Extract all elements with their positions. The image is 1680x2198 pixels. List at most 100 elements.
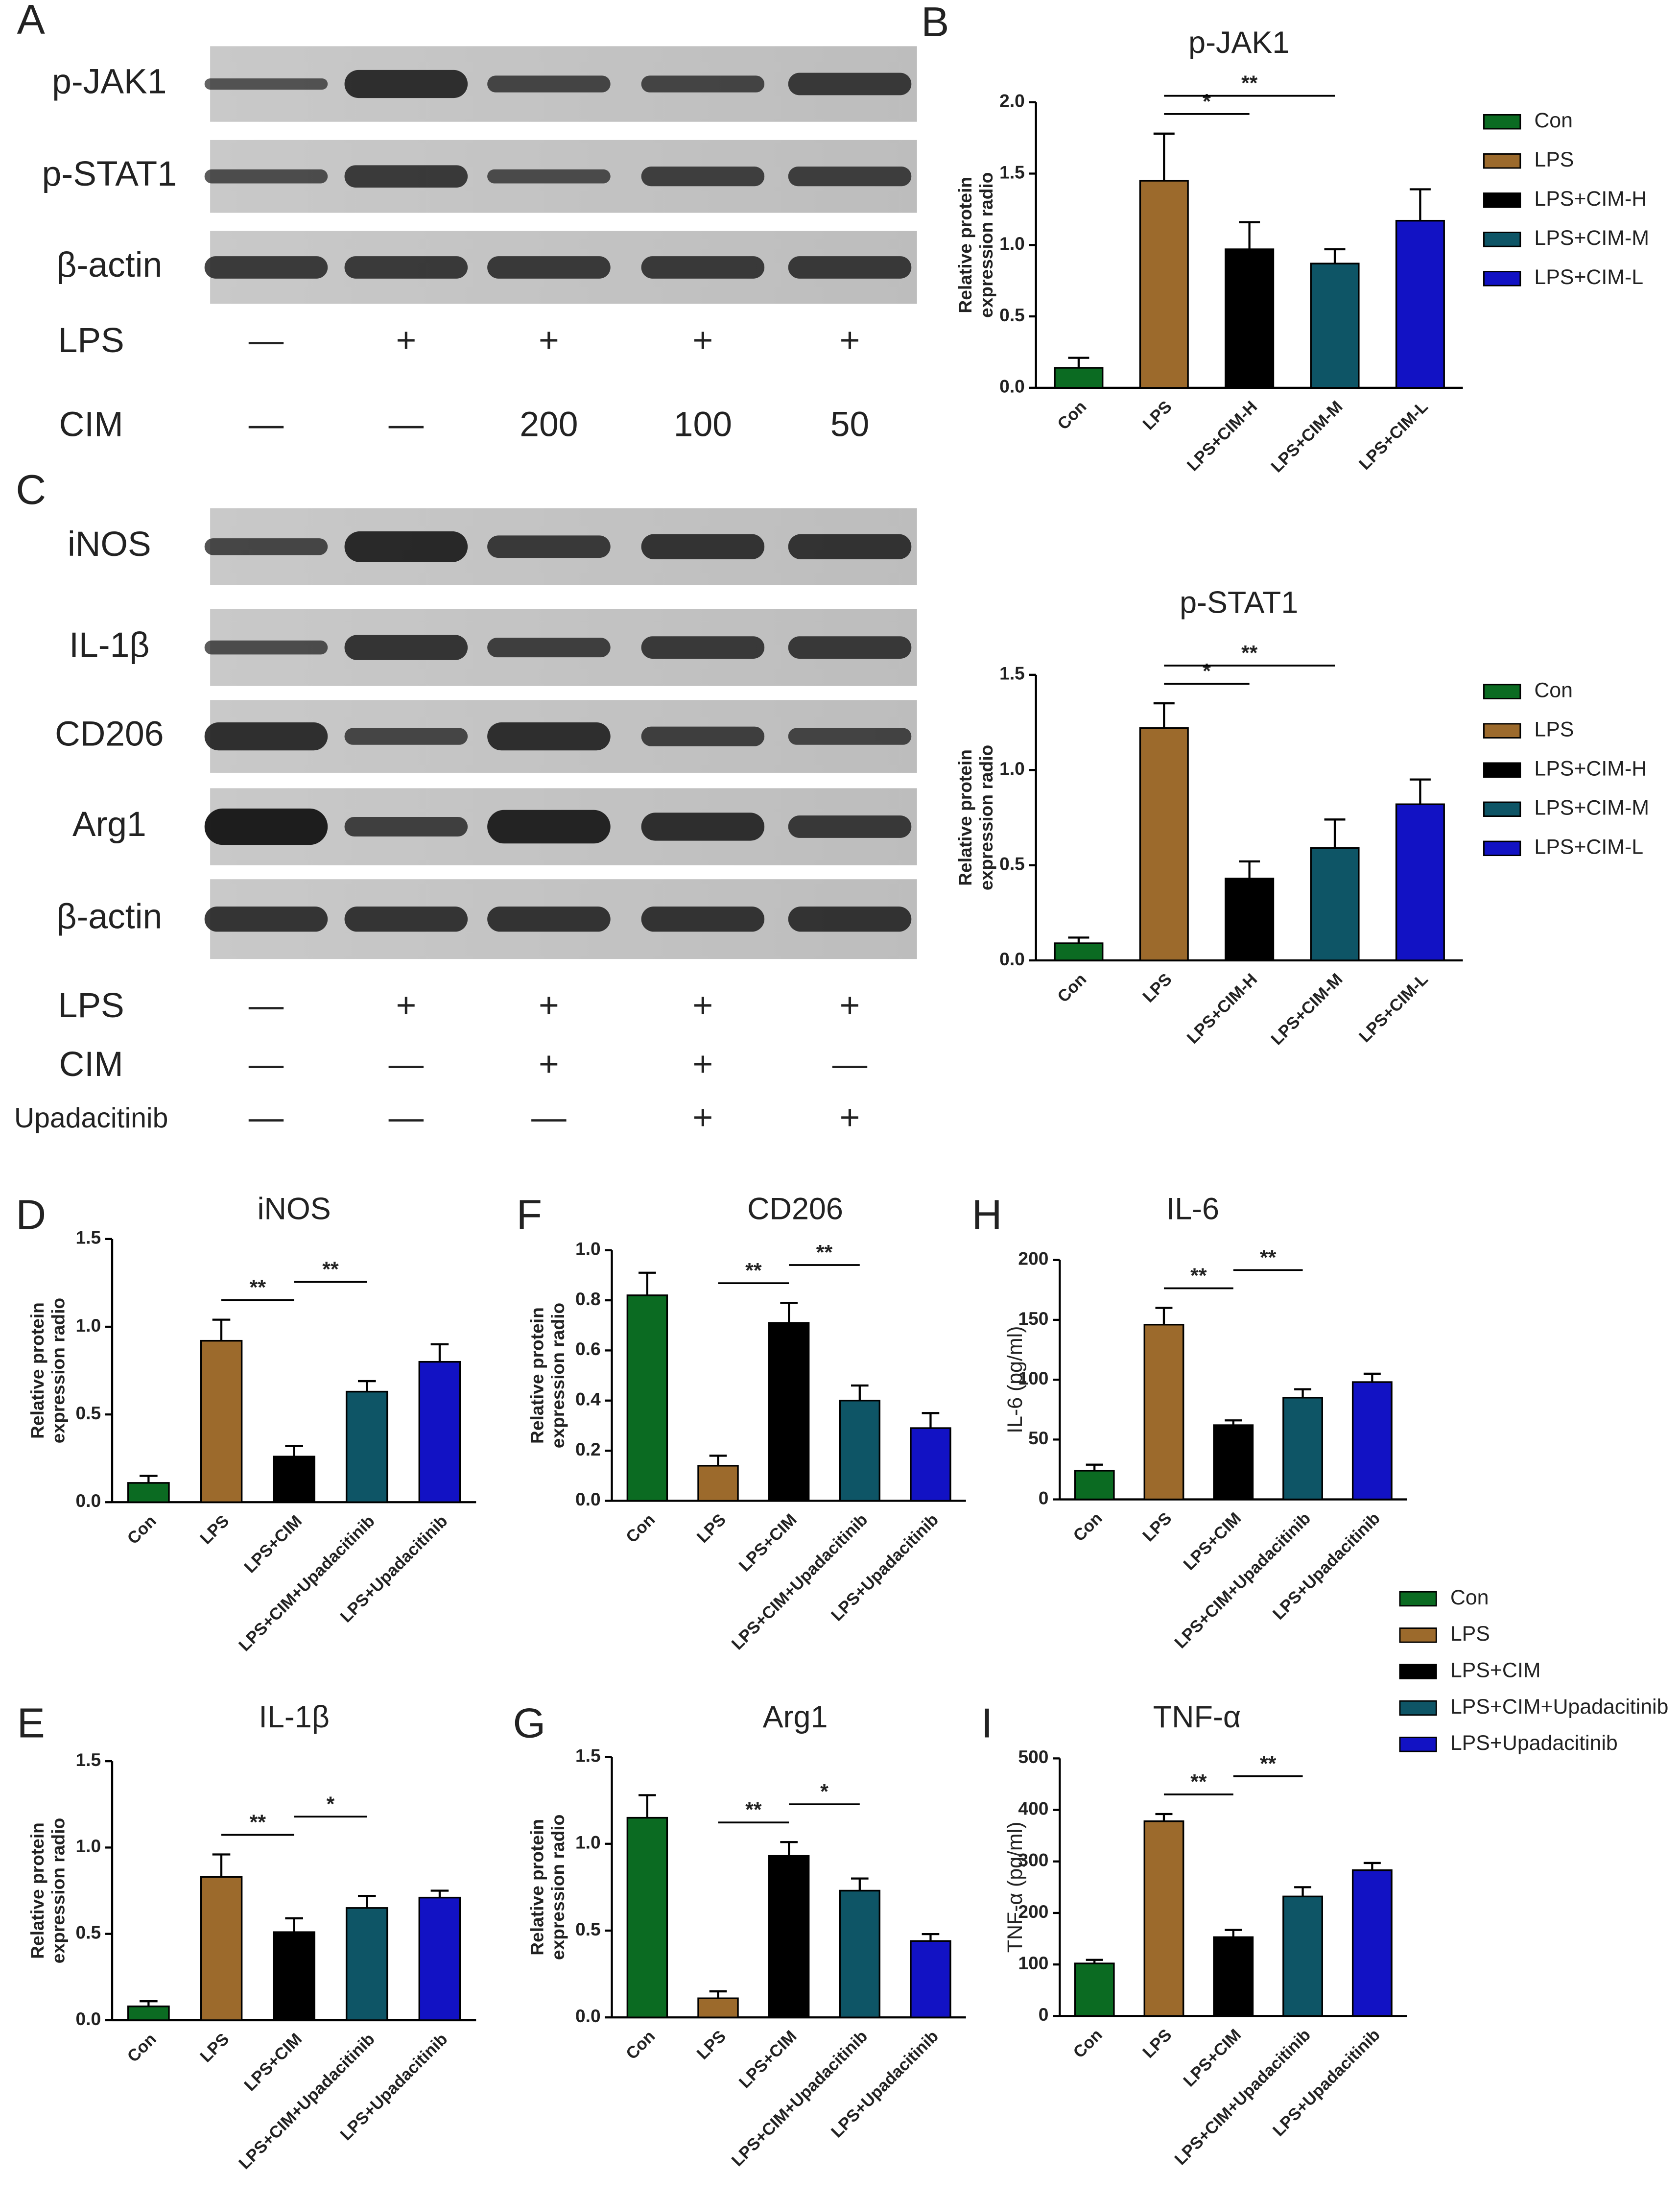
bar [345, 1907, 388, 2021]
y-tick-label: 200 [1018, 1901, 1048, 1922]
condition-value: + [396, 986, 416, 1025]
legend-swatch [1483, 271, 1521, 287]
y-tick-label: 1.0 [575, 1239, 601, 1259]
condition-value: — [389, 1045, 424, 1084]
significance-label: * [820, 1780, 828, 1804]
bar [1143, 1820, 1184, 2017]
chart-title: p-JAK1 [1188, 25, 1289, 60]
condition-value: — [249, 986, 284, 1025]
y-axis-label: Relative protein [27, 1822, 47, 1959]
y-tick-label: 1.5 [76, 1227, 101, 1248]
significance-label: * [1203, 660, 1211, 683]
y-axis-label: IL-6 (pg/ml) [1003, 1326, 1027, 1433]
bar [1282, 1895, 1323, 2017]
y-tick-label: 0.5 [999, 853, 1025, 874]
condition-value: + [539, 1045, 559, 1084]
y-tick-label: 1.5 [76, 1749, 101, 1770]
condition-value: + [840, 986, 860, 1025]
blot-row-label: β-actin [56, 245, 162, 285]
panel-letter: G [513, 1699, 546, 1746]
y-tick-label: 1.0 [76, 1836, 101, 1856]
bar [1213, 1936, 1254, 2017]
y-axis-label: expression radio [48, 1298, 69, 1443]
y-tick-label: 400 [1018, 1798, 1048, 1818]
x-tick-label: LPS+CIM+Upadacitinib [235, 1512, 378, 1655]
condition-value: 50 [830, 405, 869, 444]
legend-label: Con [1534, 678, 1573, 702]
legend-label: LPS [1534, 718, 1574, 741]
condition-value: + [396, 321, 416, 360]
y-tick-label: 0.5 [76, 1922, 101, 1942]
x-tick-label: LPS+CIM [735, 1510, 801, 1576]
significance-label: * [1203, 90, 1211, 113]
legend-label: LPS+CIM+Upadacitinib [1450, 1695, 1669, 1719]
chart-title: IL-1β [259, 1700, 330, 1734]
x-tick-label: Con [1054, 970, 1090, 1006]
legend-swatch [1483, 232, 1521, 247]
blot-band [344, 256, 468, 279]
blot-band [344, 906, 468, 932]
legend-swatch [1483, 801, 1521, 817]
x-tick-label: Con [124, 1512, 160, 1548]
blot-band [204, 722, 328, 751]
x-tick-label: Con [1070, 1509, 1106, 1545]
condition-label: LPS [58, 321, 124, 360]
x-tick-label: LPS+CIM+Upadacitinib [235, 2030, 378, 2173]
blot-band [344, 816, 468, 837]
bar [1310, 263, 1360, 389]
blot-band [788, 815, 912, 838]
significance-label: ** [1190, 1264, 1207, 1288]
chart-title: Arg1 [763, 1700, 828, 1734]
blot-row-label: β-actin [56, 897, 162, 936]
x-tick-label: LPS+CIM-M [1268, 397, 1347, 476]
legend-label: Con [1450, 1586, 1489, 1609]
condition-value: + [840, 321, 860, 360]
legend-label: Con [1534, 109, 1573, 132]
y-axis-label: expression radio [547, 1303, 568, 1448]
legend-swatch [1399, 1700, 1437, 1716]
blot-band [788, 167, 912, 187]
chart-title: IL-6 [1166, 1192, 1219, 1226]
y-tick-label: 0.2 [575, 1439, 601, 1459]
y-tick-label: 0.0 [76, 1490, 101, 1511]
bar [626, 1294, 668, 1502]
blot-band [788, 256, 912, 279]
condition-value: 100 [674, 405, 732, 444]
significance-label: ** [1260, 1752, 1277, 1775]
panel-letter: C [16, 466, 46, 513]
x-tick-label: LPS+CIM-H [1183, 397, 1261, 475]
legend-label: LPS [1534, 148, 1574, 171]
x-tick-label: LPS [196, 1512, 233, 1548]
legend-label: LPS+CIM-H [1534, 187, 1647, 211]
x-tick-label: LPS+CIM [735, 2027, 801, 2092]
condition-value: + [692, 1098, 713, 1137]
bar [1225, 878, 1275, 961]
legend-label: LPS+CIM [1450, 1658, 1541, 1682]
x-tick-label: LPS+CIM [1180, 2026, 1245, 2091]
bar [910, 1427, 951, 1502]
condition-value: + [692, 986, 713, 1025]
legend-swatch [1483, 840, 1521, 857]
legend-label: LPS+CIM-L [1534, 836, 1643, 859]
condition-value: — [832, 1045, 868, 1084]
x-tick-label: Con [1070, 2026, 1106, 2062]
blot-band [344, 165, 468, 188]
x-tick-label: LPS+CIM-M [1268, 970, 1347, 1049]
y-tick-label: 0.4 [575, 1389, 601, 1410]
legend-swatch [1483, 153, 1521, 169]
condition-value: + [840, 1098, 860, 1137]
legend-swatch [1483, 192, 1521, 208]
bar [418, 1361, 461, 1503]
blot-band [641, 167, 765, 187]
x-tick-label: LPS [693, 2027, 730, 2063]
bar [127, 1482, 170, 1503]
x-tick-label: LPS+CIM [1180, 1509, 1245, 1574]
blot-band [487, 638, 611, 658]
y-axis-label: expression radio [48, 1818, 69, 1963]
x-tick-label: Con [124, 2030, 160, 2066]
bar [1310, 847, 1360, 961]
blot-band [487, 256, 611, 279]
blot-band [487, 906, 611, 932]
blot-band [788, 906, 912, 932]
condition-value: — [389, 405, 424, 444]
